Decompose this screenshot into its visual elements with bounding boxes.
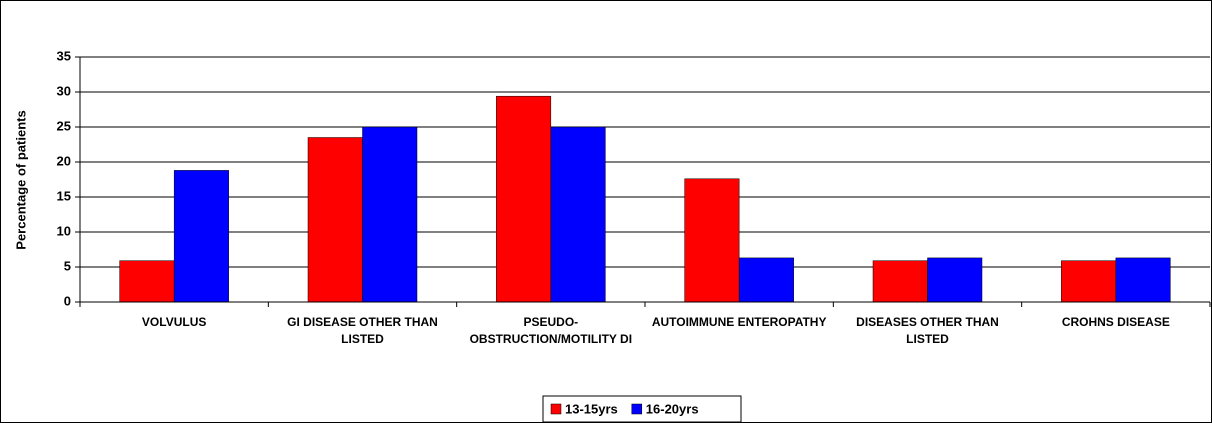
y-tick-label: 10 (57, 223, 71, 238)
y-axis-label: Percentage of patients (13, 110, 28, 249)
bar (1115, 257, 1171, 303)
y-tick-label: 0 (64, 293, 71, 308)
bar (119, 260, 175, 303)
x-tick-label-box: VOLVULUS (141, 315, 207, 329)
x-tick-label-box: GI DISEASE OTHER THAN LISTED (287, 315, 438, 346)
bar (173, 170, 229, 303)
y-tick-label: 35 (57, 48, 71, 63)
x-tick-label: GI DISEASE OTHER THAN LISTED (287, 315, 438, 346)
x-tick-label: VOLVULUS (141, 315, 207, 329)
x-tick-label: CROHNS DISEASE (1061, 315, 1170, 329)
bar (927, 257, 983, 303)
legend-label: 13-15yrs (565, 401, 618, 416)
x-tick-label: PSEUDO-OBSTRUCTION/MOTILITY DI (469, 315, 633, 346)
y-tick-label: 30 (57, 83, 71, 98)
x-tick-label-box: AUTOIMMUNE ENTEROPATHY (651, 315, 827, 329)
x-tick-label-box: CROHNS DISEASE (1061, 315, 1170, 329)
y-tick-label: 25 (57, 118, 71, 133)
y-tick-label: 5 (64, 258, 71, 273)
bar (550, 126, 606, 303)
bar (738, 257, 794, 303)
bar (872, 260, 928, 303)
x-tick-label: AUTOIMMUNE ENTEROPATHY (651, 315, 827, 329)
bar (1061, 260, 1117, 303)
bar (496, 95, 552, 303)
legend-label: 16-20yrs (646, 401, 699, 416)
y-tick-label: 20 (57, 153, 71, 168)
legend-swatch (550, 403, 562, 415)
x-tick-label-box: PSEUDO-OBSTRUCTION/MOTILITY DI (469, 315, 633, 346)
bar (684, 178, 740, 303)
legend-swatch (631, 403, 643, 415)
x-tick-label-box: DISEASES OTHER THAN LISTED (856, 315, 999, 346)
bar (307, 137, 363, 303)
y-tick-label: 15 (57, 188, 71, 203)
x-tick-label: DISEASES OTHER THAN LISTED (856, 315, 999, 346)
bar (362, 126, 418, 303)
